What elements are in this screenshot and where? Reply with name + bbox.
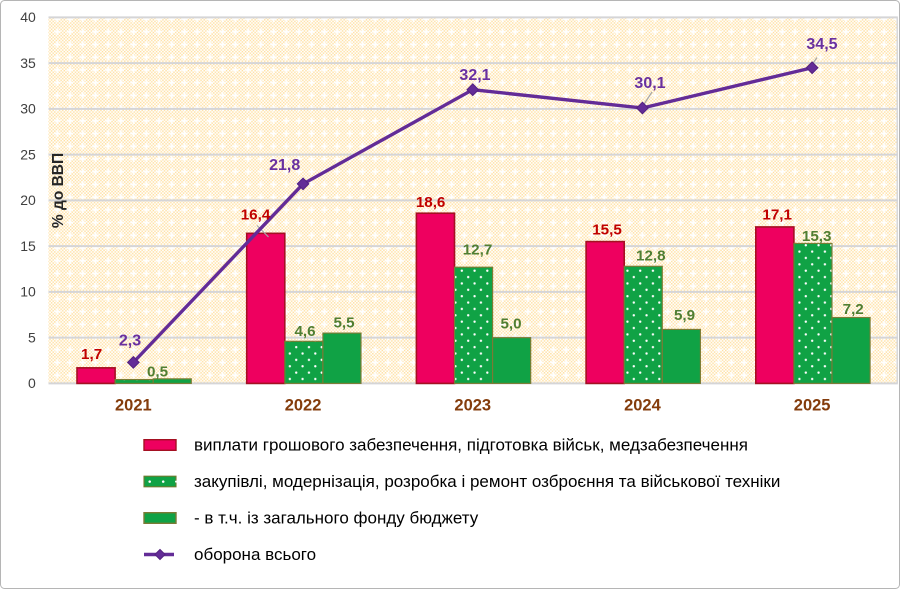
svg-text:0,5: 0,5	[147, 364, 169, 381]
svg-text:2025: 2025	[794, 397, 831, 415]
svg-text:- в т.ч. із загального фонду б: - в т.ч. із загального фонду бюджету	[194, 509, 479, 528]
svg-text:15,5: 15,5	[592, 222, 622, 239]
svg-text:18,6: 18,6	[416, 194, 446, 211]
svg-text:2024: 2024	[624, 397, 662, 415]
svg-text:4,6: 4,6	[294, 323, 315, 340]
svg-text:15,3: 15,3	[802, 228, 832, 245]
svg-text:5,5: 5,5	[333, 315, 355, 332]
svg-text:оборона всього: оборона всього	[194, 545, 316, 564]
svg-text:15: 15	[20, 238, 36, 254]
svg-text:10: 10	[20, 284, 36, 300]
svg-text:20: 20	[20, 192, 36, 208]
svg-text:2,3: 2,3	[119, 333, 141, 350]
svg-text:0: 0	[28, 375, 36, 391]
svg-text:21,8: 21,8	[269, 157, 300, 174]
svg-text:30: 30	[20, 101, 36, 117]
svg-text:% до ВВП: % до ВВП	[50, 153, 67, 228]
svg-text:5,0: 5,0	[500, 316, 521, 333]
svg-text:виплати грошового забезпечення: виплати грошового забезпечення, підготов…	[194, 436, 748, 455]
svg-text:40: 40	[20, 9, 36, 25]
svg-text:5,9: 5,9	[674, 307, 695, 324]
svg-text:30,1: 30,1	[634, 75, 665, 92]
svg-text:2023: 2023	[454, 397, 491, 415]
svg-text:34,5: 34,5	[806, 36, 837, 53]
svg-text:12,8: 12,8	[636, 248, 666, 265]
svg-text:2021: 2021	[115, 397, 152, 415]
svg-text:35: 35	[20, 55, 36, 71]
svg-text:16,4: 16,4	[241, 207, 271, 224]
svg-text:2022: 2022	[285, 397, 322, 415]
svg-text:закупівлі, модернізація, розро: закупівлі, модернізація, розробка і ремо…	[194, 472, 780, 491]
svg-text:25: 25	[20, 146, 36, 162]
svg-text:1,7: 1,7	[81, 346, 102, 363]
svg-text:32,1: 32,1	[459, 67, 490, 84]
svg-text:5: 5	[28, 329, 36, 345]
svg-text:12,7: 12,7	[463, 242, 493, 259]
svg-text:17,1: 17,1	[762, 207, 792, 224]
svg-text:7,2: 7,2	[843, 301, 864, 318]
